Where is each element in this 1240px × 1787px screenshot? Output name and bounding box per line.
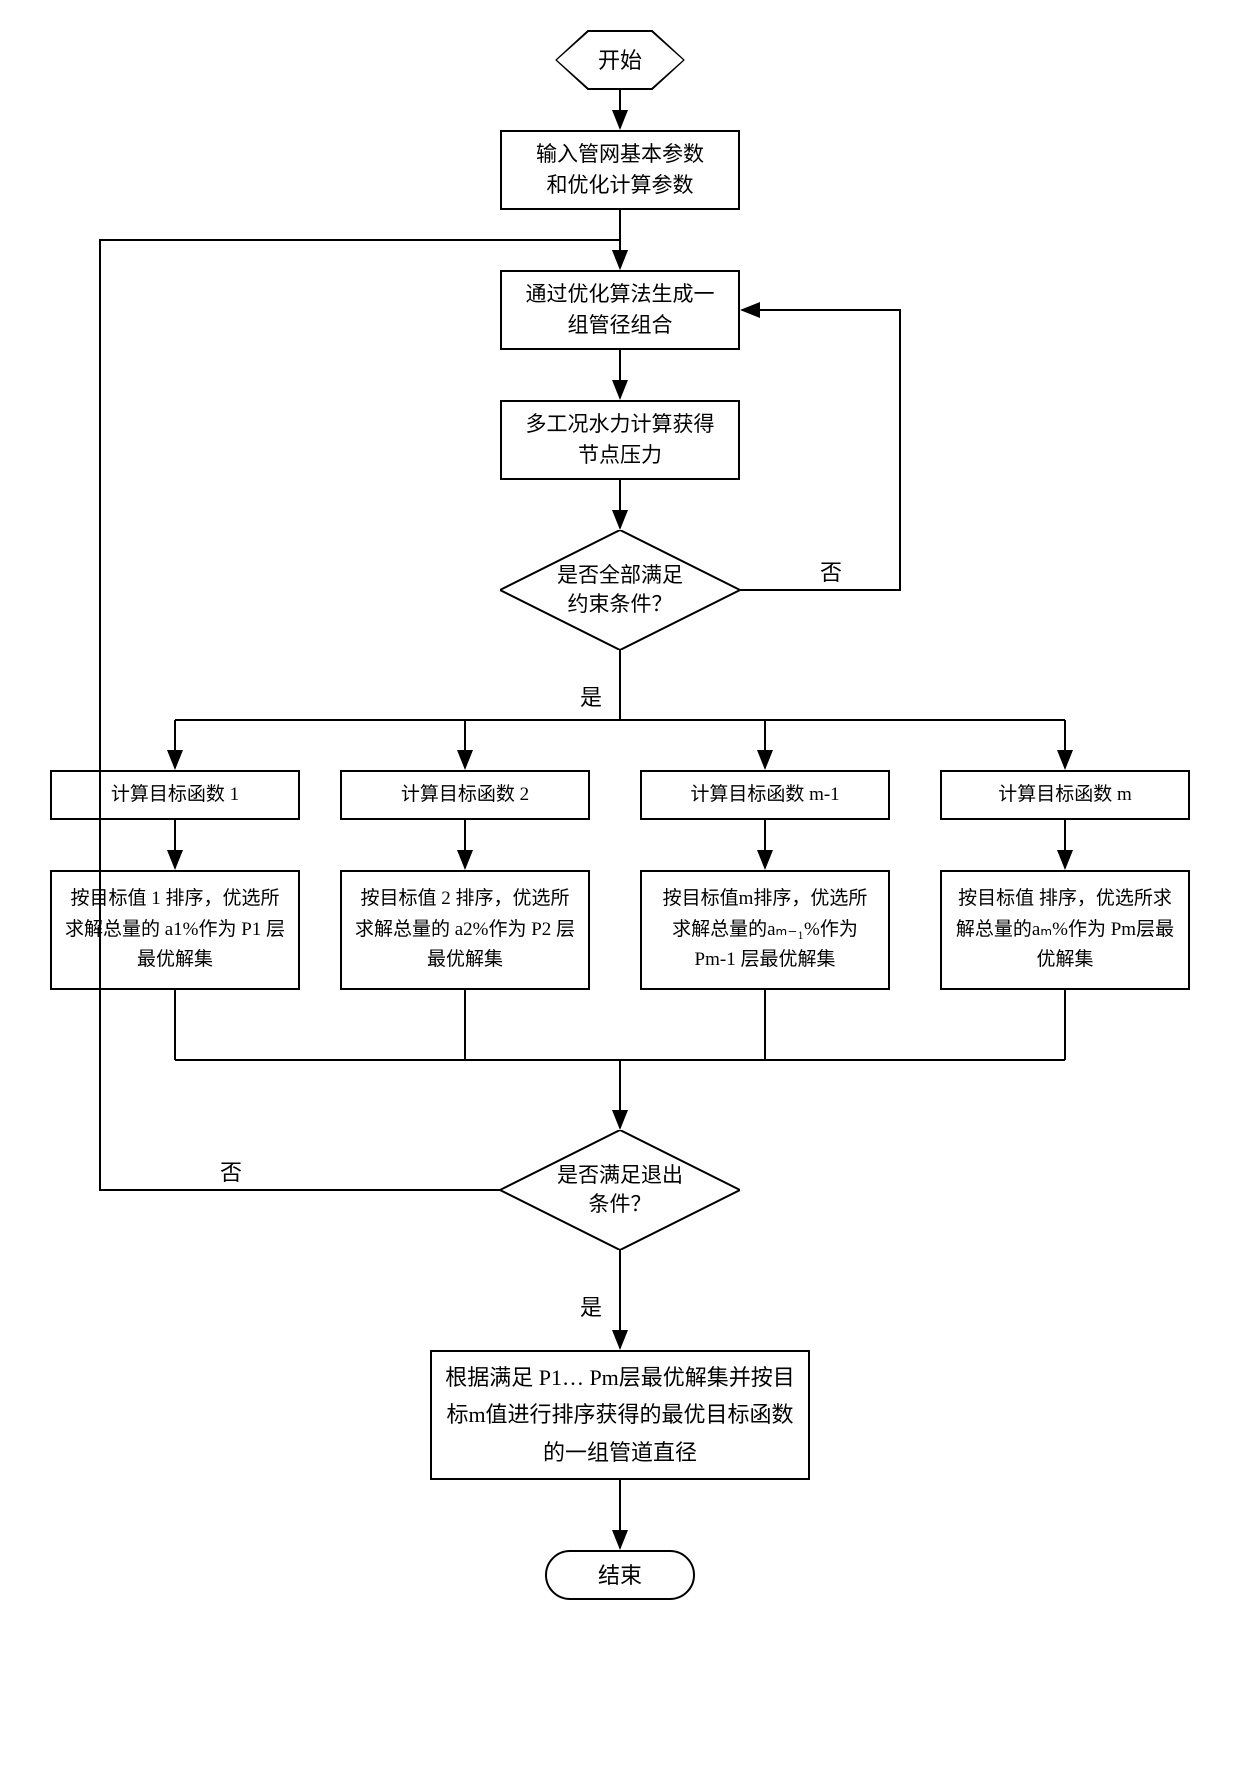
- result-node: 根据满足 P1… Pm层最优解集并按目标m值进行排序获得的最优目标函数的一组管道…: [430, 1350, 810, 1480]
- decision2-text: 是否满足退出 条件？: [500, 1130, 740, 1250]
- calc4-text: 计算目标函数 m: [998, 780, 1132, 810]
- decision1-node: 是否全部满足 约束条件？: [500, 530, 740, 650]
- start-label: 开始: [557, 32, 683, 88]
- generate-node: 通过优化算法生成一 组管径组合: [500, 270, 740, 350]
- calc1-node: 计算目标函数 1: [50, 770, 300, 820]
- decision2-node: 是否满足退出 条件？: [500, 1130, 740, 1250]
- calc2-node: 计算目标函数 2: [340, 770, 590, 820]
- sort2-text: 按目标值 2 排序，优选所求解总量的 a2%作为 P2 层最优解集: [354, 884, 576, 975]
- result-text: 根据满足 P1… Pm层最优解集并按目标m值进行排序获得的最优目标函数的一组管道…: [444, 1359, 796, 1471]
- end-node: 结束: [545, 1550, 695, 1600]
- sort1-text: 按目标值 1 排序，优选所求解总量的 a1%作为 P1 层最优解集: [64, 884, 286, 975]
- sort2-node: 按目标值 2 排序，优选所求解总量的 a2%作为 P2 层最优解集: [340, 870, 590, 990]
- calc2-text: 计算目标函数 2: [401, 780, 529, 810]
- generate-text: 通过优化算法生成一 组管径组合: [526, 279, 715, 342]
- no1-label: 否: [820, 555, 842, 587]
- hydraulic-text: 多工况水力计算获得 节点压力: [526, 409, 715, 472]
- sort3-text: 按目标值m排序，优选所求解总量的aₘ₋₁%作为 Pm-1 层最优解集: [654, 884, 876, 975]
- calc1-text: 计算目标函数 1: [111, 780, 239, 810]
- calc4-node: 计算目标函数 m: [940, 770, 1190, 820]
- input-params-text: 输入管网基本参数 和优化计算参数: [536, 139, 704, 202]
- yes1-label: 是: [580, 680, 602, 712]
- sort4-text: 按目标值 排序，优选所求解总量的aₘ%作为 Pm层最优解集: [954, 884, 1176, 975]
- no2-label: 否: [220, 1155, 242, 1187]
- sort3-node: 按目标值m排序，优选所求解总量的aₘ₋₁%作为 Pm-1 层最优解集: [640, 870, 890, 990]
- yes2-label: 是: [580, 1290, 602, 1322]
- input-params-node: 输入管网基本参数 和优化计算参数: [500, 130, 740, 210]
- calc3-node: 计算目标函数 m-1: [640, 770, 890, 820]
- start-node: 开始: [555, 30, 685, 90]
- sort4-node: 按目标值 排序，优选所求解总量的aₘ%作为 Pm层最优解集: [940, 870, 1190, 990]
- end-text: 结束: [598, 1559, 642, 1592]
- decision1-text: 是否全部满足 约束条件？: [500, 530, 740, 650]
- sort1-node: 按目标值 1 排序，优选所求解总量的 a1%作为 P1 层最优解集: [50, 870, 300, 990]
- calc3-text: 计算目标函数 m-1: [690, 780, 839, 810]
- hydraulic-node: 多工况水力计算获得 节点压力: [500, 400, 740, 480]
